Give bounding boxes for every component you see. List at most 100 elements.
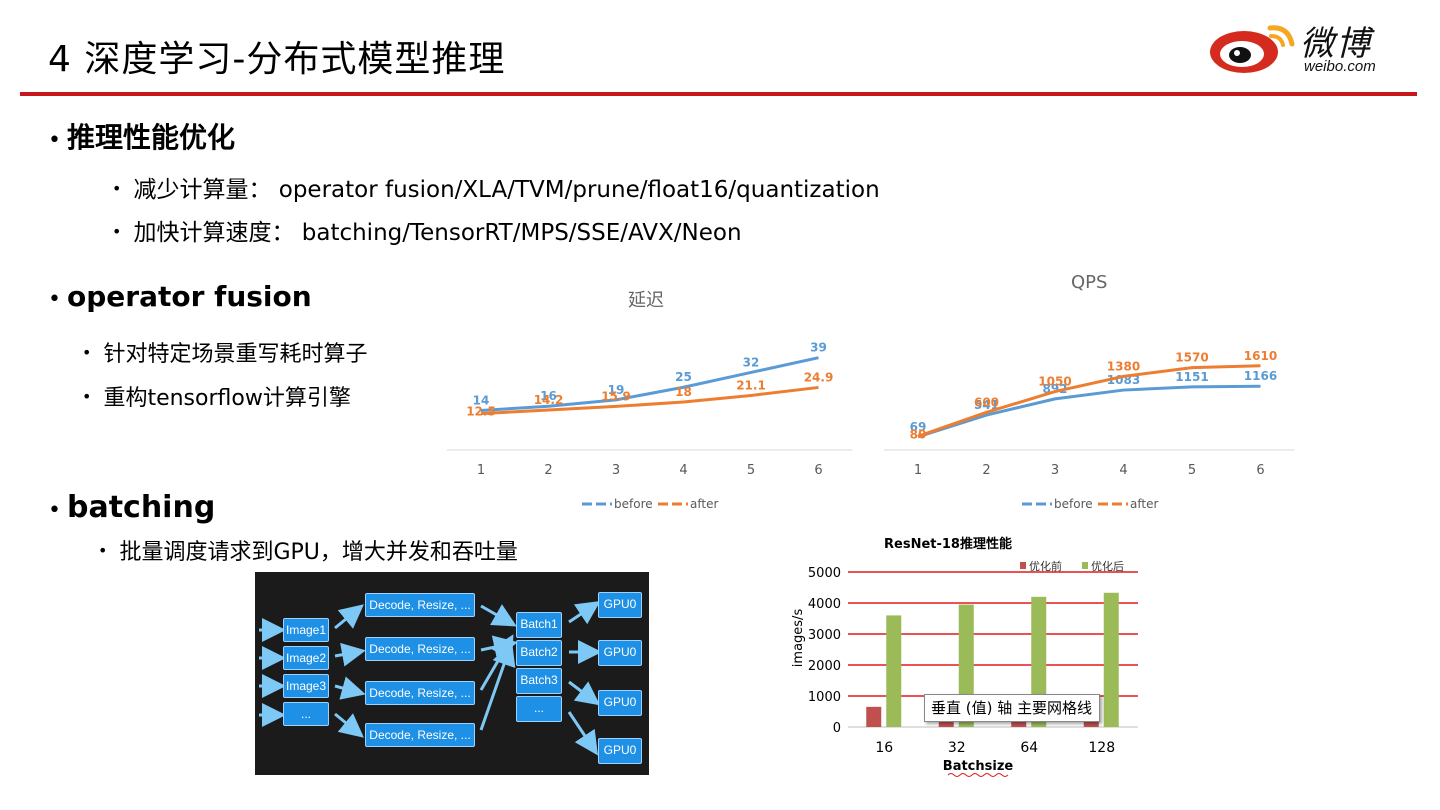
bullet: •	[112, 222, 122, 241]
list-item: • 减少计算量： operator fusion/XLA/TVM/prune/fl…	[112, 170, 880, 204]
diagram-image-node: ...	[283, 702, 329, 726]
bar-优化前	[866, 706, 882, 727]
data-label: 1151	[1175, 370, 1208, 384]
x-tick-label: 1	[914, 463, 922, 478]
x-tick-label: 2	[544, 463, 552, 478]
list-item: • 加快计算速度： batching/TensorRT/MPS/SSE/AVX/N…	[112, 213, 742, 247]
x-tick-label: 5	[1188, 463, 1196, 478]
data-label: 16	[540, 389, 557, 403]
x-tick-label: 3	[612, 463, 620, 478]
data-label: 21.1	[736, 378, 766, 392]
perf-item-1: 减少计算量： operator fusion/XLA/TVM/prune/flo…	[133, 177, 880, 203]
spellcheck-underline	[947, 773, 1009, 777]
data-label: 25	[675, 370, 692, 384]
legend-label: 优化后	[1091, 559, 1124, 573]
heading-batching: • batching	[48, 490, 215, 525]
legend-swatch	[1020, 562, 1026, 569]
diagram-batch-node: Batch1	[516, 612, 562, 638]
diagram-decode-node: Decode, Resize, ...	[365, 681, 475, 705]
batching-item-1: 批量调度请求到GPU，增大并发和吞吐量	[119, 540, 518, 565]
latency-chart: 1 2 3 4 5 6 14 16 19 25 32 39 before 12.5 14.2 15.9 18 21…	[447, 341, 853, 511]
diagram-decode-node: Decode, Resize, ...	[365, 723, 475, 747]
diagram-arrows	[259, 601, 602, 756]
series-line-after	[480, 385, 819, 416]
heading-perf: • 推理性能优化	[48, 116, 235, 156]
data-label: 1610	[1244, 349, 1277, 363]
x-tick-label: 6	[1256, 463, 1264, 478]
bar-优化后	[886, 615, 902, 727]
bullet: •	[98, 541, 108, 560]
diagram-batch-node: ...	[516, 696, 562, 722]
list-item: • 批量调度请求到GPU，增大并发和吞吐量	[98, 534, 518, 566]
data-label: 18	[675, 385, 692, 399]
data-label: 1380	[1107, 359, 1140, 373]
series-line-before	[480, 356, 819, 412]
diagram-batch-node: Batch3	[516, 668, 562, 694]
heading-perf-text: 推理性能优化	[66, 121, 235, 154]
heading-batching-text: batching	[66, 490, 216, 525]
bullet: •	[82, 387, 92, 406]
bullet: •	[48, 128, 61, 153]
legend-label: 优化前	[1029, 559, 1062, 573]
fusion-item-2: 重构tensorflow计算引擎	[103, 386, 351, 411]
bullet: •	[112, 179, 122, 198]
bar-优化后	[1103, 592, 1119, 727]
list-item: • 针对特定场景重写耗时算子	[82, 336, 367, 368]
y-tick-label: 2000	[808, 659, 841, 674]
data-label: 19	[608, 383, 625, 397]
x-axis-label: Batchsize	[943, 759, 1014, 774]
heading-fusion: • operator fusion	[48, 280, 312, 313]
bullet: •	[48, 498, 61, 523]
diagram-image-node: Image1	[283, 618, 329, 642]
data-label: 24.9	[804, 370, 834, 384]
resnet-chart-title: ResNet-18推理性能	[884, 536, 1012, 552]
legend-label: after	[690, 497, 718, 511]
diagram-gpu-node: GPU0	[598, 738, 642, 764]
legend-swatch	[1082, 562, 1088, 569]
data-label: 69	[910, 420, 927, 434]
logo-text-cn: 微博	[1300, 24, 1372, 64]
bullet: •	[48, 287, 61, 312]
data-label: 12.5	[466, 405, 496, 419]
y-tick-label: 0	[833, 721, 841, 736]
y-tick-label: 1000	[808, 690, 841, 705]
x-tick-label: 2	[982, 463, 990, 478]
y-tick-label: 4000	[808, 597, 841, 612]
x-tick-label: 5	[747, 463, 755, 478]
y-tick-label: 3000	[808, 628, 841, 643]
data-label: 1050	[1038, 375, 1071, 389]
y-tick-label: 5000	[808, 566, 841, 581]
qps-chart-title: QPS	[1071, 272, 1108, 293]
series-line-before	[917, 384, 1261, 439]
title-divider	[20, 92, 1417, 96]
data-label: 15.9	[601, 389, 631, 403]
x-tick-label: 4	[1119, 463, 1127, 478]
data-label: 80	[910, 427, 927, 441]
x-tick-label: 64	[1020, 740, 1038, 756]
x-tick-label: 4	[679, 463, 687, 478]
legend-label: before	[614, 497, 653, 511]
data-label: 541	[974, 398, 999, 412]
data-label: 1570	[1175, 351, 1208, 365]
data-label: 14.2	[534, 393, 564, 407]
diagram-batch-node: Batch2	[516, 640, 562, 666]
y-axis-label: images/s	[791, 609, 806, 668]
diagram-gpu-node: GPU0	[598, 592, 642, 618]
data-label: 600	[974, 395, 999, 409]
latency-chart-title: 延迟	[628, 290, 664, 311]
diagram-image-node: Image2	[283, 646, 329, 670]
slide-title: 4 深度学习-分布式模型推理	[48, 39, 506, 80]
series-line-after	[917, 364, 1261, 438]
diagram-gpu-node: GPU0	[598, 690, 642, 716]
logo-text-en: weibo.com	[1304, 58, 1376, 75]
fusion-item-1: 针对特定场景重写耗时算子	[103, 342, 368, 367]
data-label: 39	[810, 341, 827, 355]
x-tick-label: 16	[875, 740, 893, 756]
x-tick-label: 1	[477, 463, 485, 478]
weibo-eye-icon	[1210, 25, 1295, 73]
x-tick-label: 128	[1088, 740, 1115, 756]
x-tick-label: 6	[814, 463, 822, 478]
list-item: • 重构tensorflow计算引擎	[82, 380, 351, 412]
data-label: 14	[473, 393, 490, 407]
